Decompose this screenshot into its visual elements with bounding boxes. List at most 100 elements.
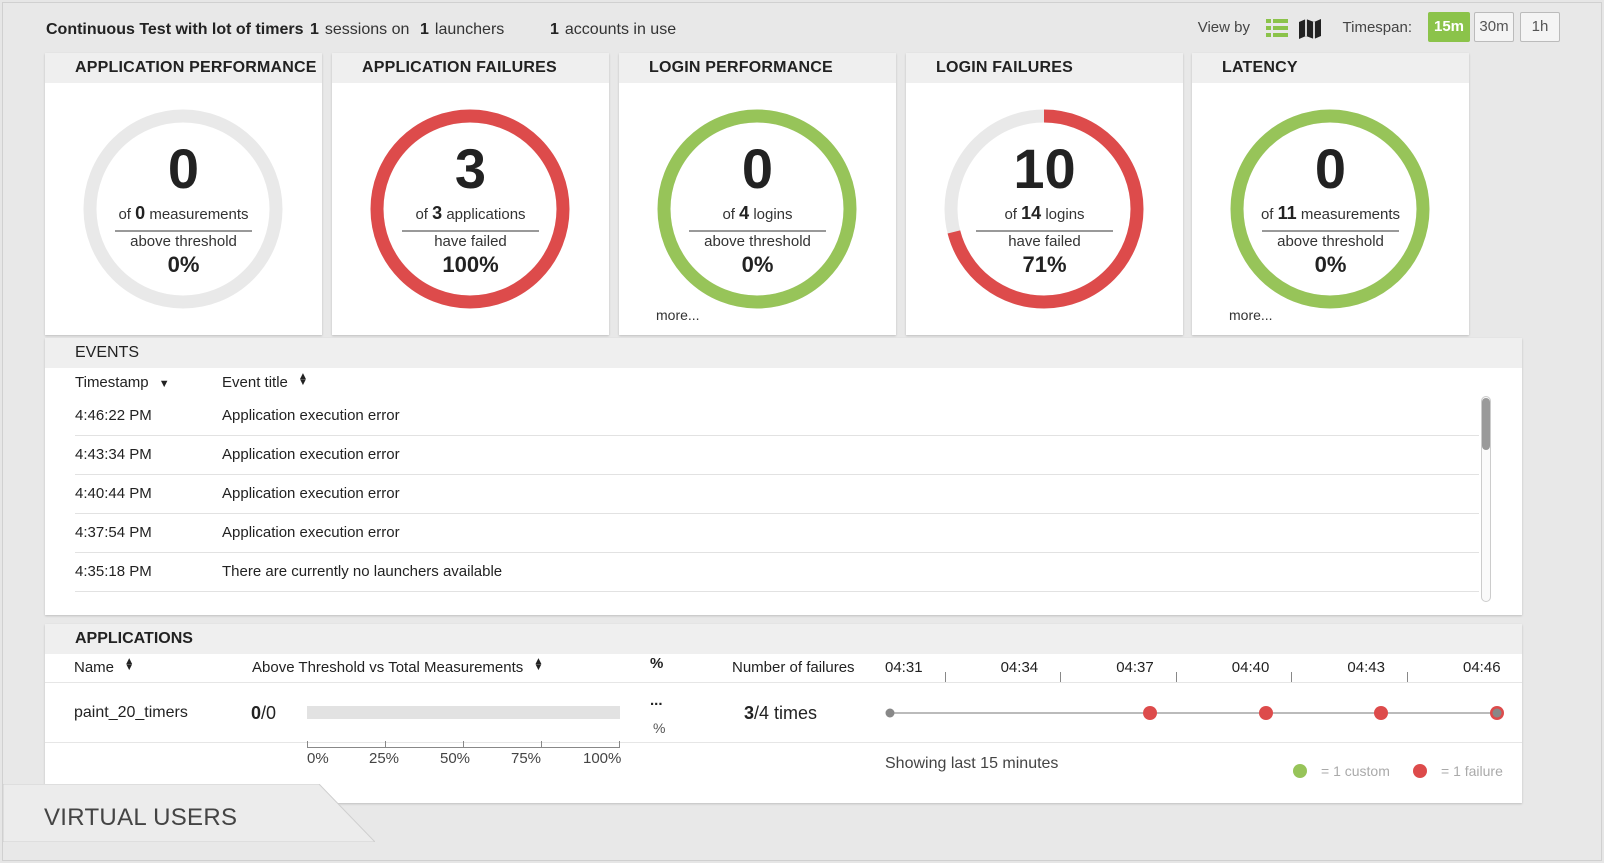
card-divider	[402, 230, 539, 232]
event-row[interactable]: 4:37:54 PM Application execution error	[75, 514, 1479, 553]
event-title-header: Event title	[222, 374, 288, 391]
application-failures-card[interactable]: APPLICATION FAILURES 3 of 3 applications…	[332, 53, 609, 335]
ring-progress	[370, 109, 570, 309]
application-performance-card[interactable]: APPLICATION PERFORMANCE 0 of 0 measureme…	[45, 53, 322, 335]
sort-event-title-button[interactable]: Event title ▲ ▼	[222, 372, 308, 392]
card-of-line: of 11 measurements	[1192, 203, 1469, 224]
time-tick	[1060, 672, 1062, 683]
of-prefix: of	[1004, 206, 1017, 223]
card-title: LOGIN PERFORMANCE	[619, 53, 896, 83]
event-row[interactable]: 4:35:18 PM There are currently no launch…	[75, 553, 1479, 592]
card-value: 10	[1013, 137, 1076, 200]
timeline-start-dot	[885, 708, 895, 718]
card-of-line: of 3 applications	[332, 203, 609, 224]
test-title: Continuous Test with lot of timers	[46, 21, 304, 38]
timeline-end-dot	[1492, 708, 1502, 718]
ring-progress	[944, 109, 1144, 309]
time-label: 04:46	[1463, 659, 1501, 676]
of-prefix: of	[722, 206, 735, 223]
event-title: Application execution error	[222, 485, 400, 502]
legend-failure-label: = 1 failure	[1441, 763, 1503, 779]
event-timestamp: 4:37:54 PM	[75, 524, 152, 541]
events-scrollbar-thumb[interactable]	[1482, 398, 1490, 450]
more-link[interactable]: more...	[1229, 307, 1273, 323]
launchers-stat: 1 launchers	[420, 21, 504, 39]
legend-failure: = 1 failure	[1413, 763, 1503, 779]
more-link[interactable]: more...	[656, 307, 700, 323]
failure-marker[interactable]	[1374, 706, 1388, 720]
sort-timestamp-button[interactable]: Timestamp ▼	[75, 374, 170, 391]
axis-label-25: 25%	[369, 750, 400, 767]
login-performance-card[interactable]: LOGIN PERFORMANCE 0 of 4 logins above th…	[619, 53, 896, 335]
card-title: LOGIN FAILURES	[906, 53, 1183, 83]
card-divider	[976, 230, 1113, 232]
card-description: have failed	[434, 233, 507, 250]
event-title: Application execution error	[222, 407, 400, 424]
applications-title: APPLICATIONS	[45, 624, 1522, 654]
applications-panel: APPLICATIONS Name ▲ ▼ Above Threshold vs …	[45, 624, 1522, 803]
card-percent: 0%	[741, 252, 774, 277]
ring-track	[83, 109, 283, 309]
sort-name-button[interactable]: Name ▲ ▼	[74, 657, 134, 677]
timespan-1h-button[interactable]: 1h	[1520, 12, 1560, 42]
failure-timeline	[885, 706, 1504, 720]
failure-marker[interactable]	[1259, 706, 1273, 720]
card-of-line: of 0 measurements	[45, 203, 322, 224]
axis-label-50: 50%	[440, 750, 471, 767]
events-scrollbar[interactable]	[1481, 396, 1491, 602]
card-value: 0	[167, 137, 200, 200]
event-timestamp: 4:43:34 PM	[75, 446, 152, 463]
failures-header: Number of failures	[732, 659, 855, 676]
threshold-bar	[307, 706, 620, 719]
timespan-15m-button[interactable]: 15m	[1428, 12, 1470, 42]
application-name[interactable]: paint_20_timers	[74, 704, 188, 721]
launchers-count: 1	[420, 21, 429, 38]
accounts-count: 1	[550, 21, 559, 38]
of-suffix: logins	[753, 206, 793, 223]
time-tick	[944, 672, 946, 683]
event-row[interactable]: 4:46:22 PM Application execution error	[75, 397, 1479, 436]
sort-threshold-button[interactable]: Above Threshold vs Total Measurements ▲ ▼	[252, 656, 544, 677]
virtual-users-label: VIRTUAL USERS	[44, 804, 238, 831]
card-ring-chart	[370, 109, 570, 309]
caret-down-icon: ▼	[158, 378, 170, 390]
event-timestamp: 4:35:18 PM	[75, 563, 152, 580]
of-count: 0	[135, 203, 146, 223]
latency-card[interactable]: LATENCY 0 of 11 measurements above thres…	[1192, 53, 1469, 335]
list-view-icon[interactable]	[1266, 18, 1288, 38]
of-count: 4	[739, 203, 750, 223]
showing-label: Showing last 15 minutes	[885, 755, 1059, 772]
sessions-count: 1	[310, 21, 319, 38]
of-count: 14	[1021, 203, 1042, 223]
card-percent: 100%	[442, 252, 499, 277]
card-title: LATENCY	[1192, 53, 1469, 83]
of-prefix: of	[118, 206, 131, 223]
of-suffix: measurements	[1300, 206, 1401, 223]
event-row[interactable]: 4:43:34 PM Application execution error	[75, 436, 1479, 475]
custom-dot-icon	[1293, 764, 1307, 778]
failure-marker[interactable]	[1143, 706, 1157, 720]
total-count: /0	[261, 703, 277, 723]
threshold-ratio: 0/0	[251, 703, 276, 724]
of-suffix: measurements	[149, 206, 249, 223]
timespan-30m-button[interactable]: 30m	[1474, 12, 1514, 42]
failures-count: 3/4 times	[744, 703, 817, 724]
axis-label-0: 0%	[307, 750, 329, 767]
card-ring-chart	[657, 109, 857, 309]
above-count: 0	[251, 703, 262, 723]
virtual-users-tab[interactable]	[3, 784, 375, 842]
timestamp-header: Timestamp	[75, 374, 149, 391]
launchers-label: launchers	[434, 21, 505, 38]
event-title: There are currently no launchers availab…	[222, 563, 503, 580]
login-failures-card[interactable]: LOGIN FAILURES 10 of 14 logins have fail…	[906, 53, 1183, 335]
card-ring-chart	[1230, 109, 1430, 309]
map-view-icon[interactable]	[1298, 18, 1322, 40]
card-value: 0	[741, 137, 774, 200]
of-count: 11	[1277, 203, 1297, 223]
time-label: 04:43	[1347, 659, 1385, 676]
sort-icon: ▲ ▼	[533, 656, 544, 673]
card-percent: 0%	[167, 252, 200, 277]
event-row[interactable]: 4:40:44 PM Application execution error	[75, 475, 1479, 514]
card-description: above threshold	[1277, 233, 1384, 250]
threshold-header: Above Threshold vs Total Measurements	[252, 659, 524, 676]
